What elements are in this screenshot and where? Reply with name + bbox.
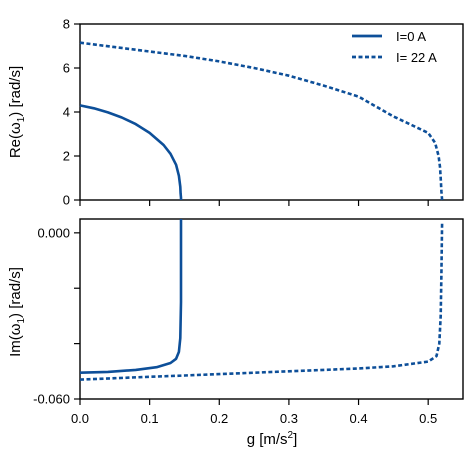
top-y-axis-label-main: Re(ω bbox=[7, 122, 24, 158]
re-omega-panel: 0 2 4 6 8 Re(ω1) [rad/s] I=0 A I= 22 A bbox=[7, 17, 463, 208]
bottom-y-tick-label: 0.000 bbox=[37, 225, 70, 240]
x-tick-label: 0.5 bbox=[419, 411, 437, 426]
top-series-i22-line bbox=[80, 43, 442, 200]
x-tick-label: 0.0 bbox=[71, 411, 89, 426]
legend-label-i22: I= 22 A bbox=[396, 50, 437, 65]
top-y-tick-label: 4 bbox=[63, 105, 70, 120]
top-y-tick-label: 6 bbox=[63, 61, 70, 76]
bottom-series-i0-line bbox=[80, 219, 181, 373]
bottom-series-group bbox=[80, 219, 442, 380]
top-series-i0-line bbox=[80, 105, 181, 200]
bottom-y-axis-label-end: ) [rad/s] bbox=[7, 267, 24, 318]
top-y-tick-label: 2 bbox=[63, 149, 70, 164]
x-axis-label-end: ] bbox=[293, 431, 297, 448]
top-y-tick-label: 8 bbox=[63, 17, 70, 32]
top-y-axis-label: Re(ω1) [rad/s] bbox=[7, 66, 27, 158]
x-tick-label: 0.3 bbox=[280, 411, 298, 426]
im-omega-panel: -0.060 0.000 0.0 0.1 0.2 0.3 0.4 0.5 Im(ω1) [r… bbox=[7, 219, 463, 448]
top-y-ticks: 0 2 4 6 8 bbox=[63, 17, 80, 208]
legend: I=0 A I= 22 A bbox=[352, 29, 437, 65]
x-tick-label: 0.1 bbox=[141, 411, 159, 426]
legend-label-i0: I=0 A bbox=[396, 29, 426, 44]
bottom-y-tick-label: -0.060 bbox=[33, 392, 70, 407]
top-y-axis-label-end: ) [rad/s] bbox=[7, 66, 24, 117]
x-axis-label-main: g [m/s bbox=[247, 431, 288, 448]
bottom-series-i22-line bbox=[80, 222, 442, 380]
bottom-y-axis-label: Im(ω1) [rad/s] bbox=[7, 267, 27, 357]
bottom-y-axis-label-main: Im(ω bbox=[7, 323, 24, 357]
top-series-group bbox=[80, 43, 442, 200]
bottom-y-ticks: -0.060 0.000 bbox=[33, 225, 80, 406]
top-y-tick-label: 0 bbox=[63, 193, 70, 208]
top-x-ticks bbox=[80, 200, 428, 206]
bottom-x-ticks: 0.0 0.1 0.2 0.3 0.4 0.5 bbox=[71, 399, 437, 426]
x-axis-label: g [m/s2] bbox=[247, 430, 298, 448]
x-tick-label: 0.4 bbox=[350, 411, 368, 426]
x-tick-label: 0.2 bbox=[210, 411, 228, 426]
